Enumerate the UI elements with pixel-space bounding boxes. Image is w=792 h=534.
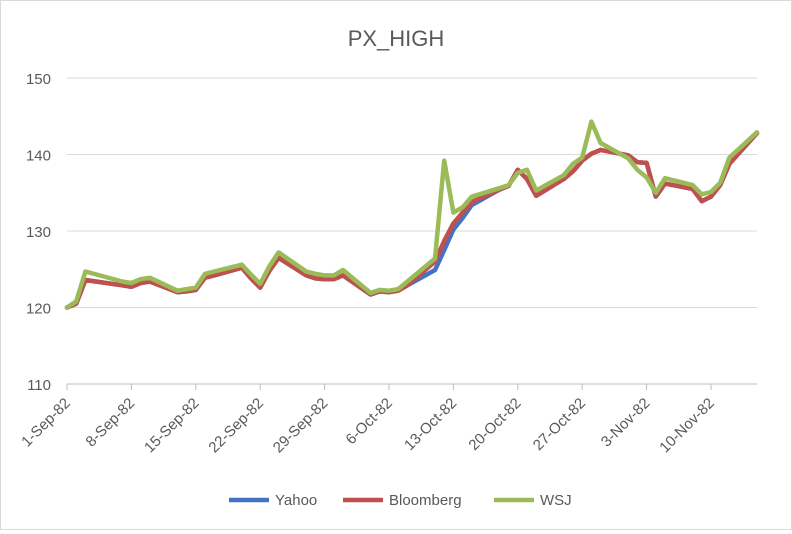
x-tick-label: 1-Sep-82	[18, 395, 74, 451]
y-tick-label: 110	[27, 377, 51, 394]
legend-label-wsj: WSJ	[540, 492, 572, 509]
y-tick-label: 130	[26, 224, 51, 241]
series-line-wsj	[64, 119, 760, 310]
x-tick-label: 29-Sep-82	[270, 395, 332, 457]
y-tick-label: 150	[26, 71, 51, 88]
x-axis: 1-Sep-82 8-Sep-82 15-Sep-82 22-Sep-82 29-Sep…	[18, 383, 757, 457]
gridlines	[67, 77, 757, 308]
x-tick-label: 8-Sep-82	[83, 395, 139, 451]
y-axis: 110 120 130 140 150	[26, 71, 51, 394]
x-tick-label: 27-Oct-82	[530, 395, 589, 454]
legend: Yahoo Bloomberg WSJ	[229, 492, 572, 509]
x-tick-label: 10-Nov-82	[656, 395, 718, 457]
series-line-bloomberg	[64, 130, 760, 310]
series-lines	[64, 119, 760, 310]
x-tick-label: 3-Nov-82	[598, 395, 654, 451]
x-tick-label: 15-Sep-82	[141, 395, 203, 457]
x-tick-label: 6-Oct-82	[343, 395, 396, 448]
legend-label-bloomberg: Bloomberg	[389, 492, 462, 509]
x-tick-label: 20-Oct-82	[465, 395, 524, 454]
chart-title: PX_HIGH	[348, 26, 445, 51]
x-tick-label: 13-Oct-82	[401, 395, 460, 454]
legend-label-yahoo: Yahoo	[275, 492, 317, 509]
x-tick-label: 22-Sep-82	[205, 395, 267, 457]
y-tick-label: 140	[26, 148, 51, 165]
y-tick-label: 120	[26, 301, 51, 318]
